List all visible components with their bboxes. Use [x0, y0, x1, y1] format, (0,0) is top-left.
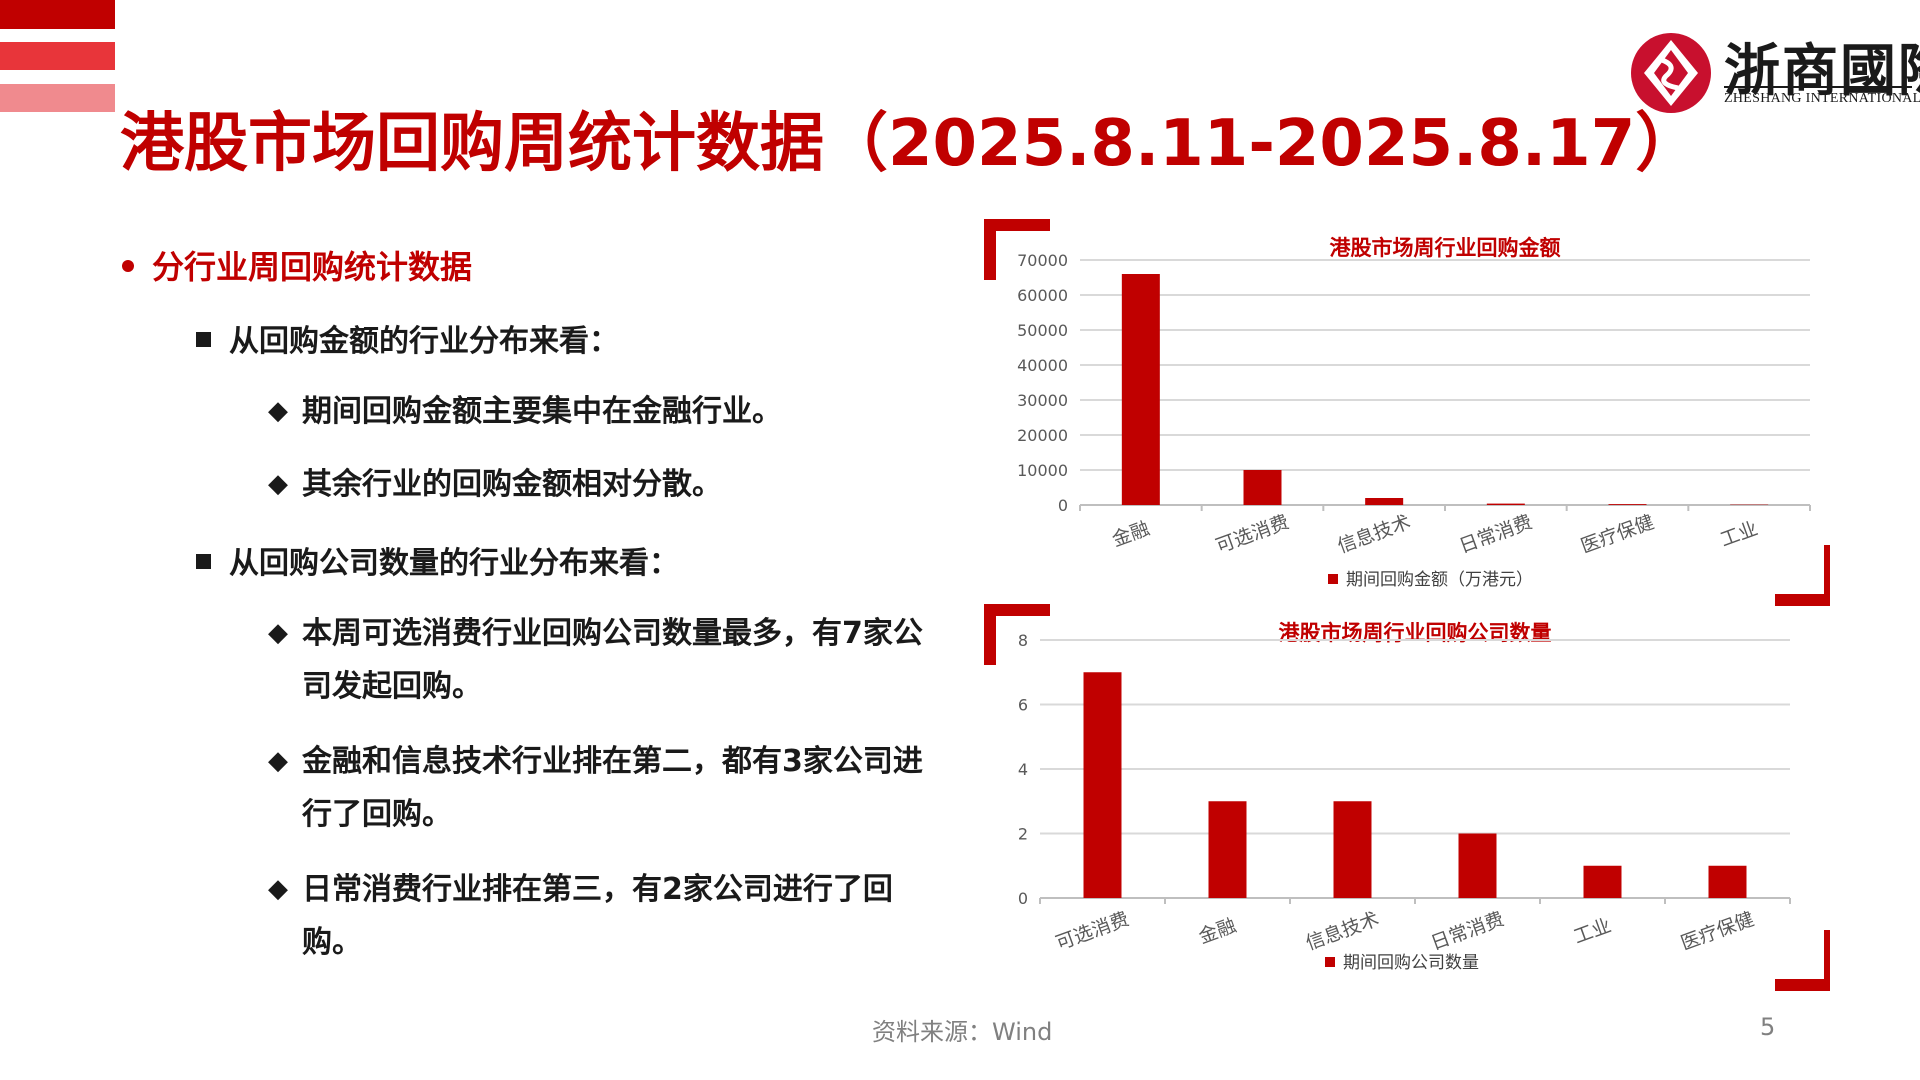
x-category-label: 可选消费	[1213, 511, 1292, 558]
legend-label: 期间回购金额（万港元）	[1346, 570, 1533, 590]
y-tick-label: 30000	[1017, 391, 1068, 410]
legend-swatch	[1325, 957, 1335, 967]
bar	[1208, 801, 1247, 898]
x-category-label: 金融	[1109, 518, 1152, 552]
chart-count: 港股市场周行业回购公司数量 0 2 4 6 8 可选消费 金融 信息技术 日常消费 工业 医疗保健期间…	[980, 600, 1830, 1000]
corner-bracket-top-left	[984, 604, 1050, 665]
bullet-diamond-icon: ◆	[268, 396, 288, 426]
decor-bar-top	[0, 0, 115, 29]
decor-bar-middle	[0, 42, 115, 70]
bullet-diamond-icon: ◆	[268, 746, 288, 776]
bullet-text: 期间回购金额主要集中在金融行业。	[302, 394, 782, 429]
logo-emblem-icon	[1631, 33, 1711, 113]
bar	[1365, 498, 1404, 505]
corner-bracket-bottom-right	[1775, 930, 1830, 991]
chart-title: 港股市场周行业回购公司数量	[1279, 621, 1552, 645]
subsection-label: 从回购公司数量的行业分布来看：	[229, 546, 679, 581]
page-number: 5	[1760, 1013, 1776, 1041]
corner-bracket-top-left	[984, 219, 1050, 280]
bullet-text: 金融和信息技术行业排在第二，都有3家公司进行了回购。	[302, 744, 923, 832]
y-tick-label: 2	[1018, 825, 1028, 844]
x-category-label: 医疗保健	[1578, 511, 1657, 558]
bullet-point: ◆ 其余行业的回购金额相对分散。	[268, 458, 948, 511]
subsection-amount: 从回购金额的行业分布来看：	[196, 316, 619, 360]
logo-chinese-name: 浙商國際	[1724, 38, 1920, 104]
x-category-label: 工业	[1571, 915, 1614, 949]
bullet-dot-icon	[122, 260, 134, 272]
bullet-point: ◆ 日常消费行业排在第三，有2家公司进行了回购。	[268, 863, 948, 969]
y-tick-label: 0	[1018, 889, 1028, 908]
section-heading-text: 分行业周回购统计数据	[152, 248, 473, 286]
y-tick-label: 40000	[1017, 356, 1068, 375]
bullet-point: ◆ 金融和信息技术行业排在第二，都有3家公司进行了回购。	[268, 735, 948, 841]
y-tick-label: 4	[1018, 760, 1028, 779]
section-heading: 分行业周回购统计数据	[122, 242, 472, 288]
bullet-diamond-icon: ◆	[268, 469, 288, 499]
logo-english-name: ZHESHANG INTERNATIONAL	[1724, 91, 1920, 106]
bullet-diamond-icon: ◆	[268, 618, 288, 648]
x-category-label: 日常消费	[1456, 511, 1535, 558]
bar	[1486, 503, 1525, 505]
y-tick-label: 20000	[1017, 426, 1068, 445]
bar	[1583, 865, 1622, 898]
bullet-point: ◆ 本周可选消费行业回购公司数量最多，有7家公司发起回购。	[268, 607, 948, 713]
chart-amount: 港股市场周行业回购金额 0 10000 20000 30000 40000 50000 600…	[980, 215, 1830, 615]
x-category-label: 信息技术	[1303, 908, 1382, 955]
bar	[1243, 470, 1282, 505]
x-category-label: 信息技术	[1335, 511, 1414, 558]
bullet-text: 本周可选消费行业回购公司数量最多，有7家公司发起回购。	[302, 616, 923, 704]
bullet-point: ◆ 期间回购金额主要集中在金融行业。	[268, 385, 948, 438]
x-category-label: 日常消费	[1428, 908, 1507, 955]
bar	[1333, 801, 1372, 898]
bullet-square-icon	[196, 332, 211, 347]
subsection-count: 从回购公司数量的行业分布来看：	[196, 538, 679, 582]
bar	[1608, 504, 1647, 505]
bar	[1458, 833, 1497, 898]
x-category-label: 可选消费	[1053, 908, 1132, 955]
source-note: 资料来源：Wind	[872, 1018, 1053, 1046]
bullet-diamond-icon: ◆	[268, 874, 288, 904]
y-tick-label: 50000	[1017, 321, 1068, 340]
decor-bar-bottom	[0, 84, 115, 112]
legend-label: 期间回购公司数量	[1343, 953, 1479, 973]
y-tick-label: 10000	[1017, 461, 1068, 480]
y-tick-label: 70000	[1017, 251, 1068, 270]
bar	[1083, 672, 1122, 898]
chart-count-svg: 港股市场周行业回购公司数量 0 2 4 6 8 可选消费 金融 信息技术 日常消费 工业 医疗保健期间…	[984, 604, 1830, 991]
y-tick-label: 6	[1018, 696, 1028, 715]
chart-amount-svg: 港股市场周行业回购金额 0 10000 20000 30000 40000 50000 600…	[984, 219, 1830, 606]
x-category-label: 医疗保健	[1678, 908, 1757, 955]
company-logo: 浙商國際 ZHESHANG INTERNATIONAL	[1628, 22, 1920, 113]
y-tick-label: 60000	[1017, 286, 1068, 305]
bar	[1121, 274, 1160, 505]
x-category-label: 工业	[1717, 518, 1760, 552]
bullet-text: 日常消费行业排在第三，有2家公司进行了回购。	[302, 872, 893, 960]
legend-swatch	[1328, 574, 1338, 584]
x-category-label: 金融	[1196, 915, 1239, 949]
y-tick-label: 0	[1058, 496, 1068, 515]
logo-divider	[1724, 86, 1912, 88]
page-title: 港股市场回购周统计数据（2025.8.11-2025.8.17）	[120, 107, 1700, 181]
bar	[1708, 865, 1747, 898]
y-tick-label: 8	[1018, 631, 1028, 650]
bullet-square-icon	[196, 554, 211, 569]
bullet-text: 其余行业的回购金额相对分散。	[302, 467, 722, 502]
chart-title: 港股市场周行业回购金额	[1330, 236, 1561, 260]
corner-bracket-bottom-right	[1775, 545, 1830, 606]
subsection-label: 从回购金额的行业分布来看：	[229, 324, 619, 359]
